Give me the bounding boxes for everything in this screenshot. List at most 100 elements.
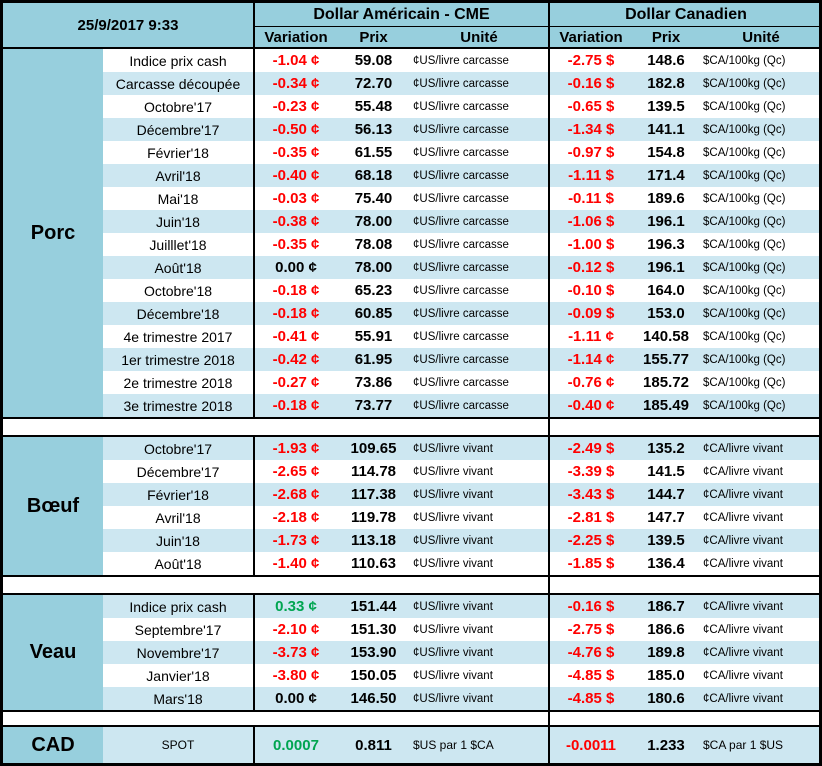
ca-unit: ¢CA/livre vivant <box>703 557 783 570</box>
table-row: Avril'18 -0.40 ¢ 68.18 ¢US/livre carcasse -1… <box>103 164 819 187</box>
ca-unit: $CA/100kg (Qc) <box>703 192 786 205</box>
us-variation: -0.34 ¢ <box>253 72 337 95</box>
table-row: 3e trimestre 2018 -0.18 ¢ 73.77 ¢US/livre c… <box>103 394 819 417</box>
row-label: Juin'18 <box>156 213 200 230</box>
table-row: Avril'18 -2.18 ¢ 119.78 ¢US/livre vivant -2.… <box>103 506 819 529</box>
row-label: Septembre'17 <box>134 621 222 638</box>
us-price: 78.08 <box>354 236 393 253</box>
ca-unit: ¢CA/livre vivant <box>703 600 783 613</box>
us-price: 151.30 <box>350 621 397 638</box>
us-price: 113.18 <box>350 532 397 549</box>
ca-price: 196.1 <box>647 213 685 230</box>
table-row: Juilllet'18 -0.35 ¢ 78.08 ¢US/livre carcass… <box>103 233 819 256</box>
header-col-ca-variation: Variation <box>548 27 632 47</box>
us-price: 109.65 <box>350 440 397 457</box>
ca-price: 185.0 <box>647 667 685 684</box>
table-row: Décembre'17 -0.50 ¢ 56.13 ¢US/livre carcass… <box>103 118 819 141</box>
table-row: Carcasse découpée -0.34 ¢ 72.70 ¢US/livre c… <box>103 72 819 95</box>
us-unit: ¢US/livre carcasse <box>413 123 509 136</box>
row-label: Octobre'17 <box>143 98 213 115</box>
row-label: Novembre'17 <box>136 644 220 661</box>
table-row: Novembre'17 -3.73 ¢ 153.90 ¢US/livre vivant… <box>103 641 819 664</box>
ca-variation: -2.75 $ <box>548 49 632 72</box>
us-variation: -1.04 ¢ <box>253 49 337 72</box>
ca-unit: $CA/100kg (Qc) <box>703 238 786 251</box>
ca-price: 164.0 <box>647 282 685 299</box>
ca-variation: -0.76 ¢ <box>548 371 632 394</box>
us-variation: 0.00 ¢ <box>253 687 337 710</box>
us-unit: ¢US/livre carcasse <box>413 330 509 343</box>
ca-price: 182.8 <box>647 75 685 92</box>
ca-variation: -0.97 $ <box>548 141 632 164</box>
us-price: 150.05 <box>350 667 397 684</box>
ca-price: 144.7 <box>647 486 685 503</box>
table-row: Mars'18 0.00 ¢ 146.50 ¢US/livre vivant -4.85… <box>103 687 819 710</box>
table-row: 4e trimestre 2017 -0.41 ¢ 55.91 ¢US/livre c… <box>103 325 819 348</box>
us-price: 75.40 <box>354 190 393 207</box>
row-label: Carcasse découpée <box>115 75 241 92</box>
ca-variation: -1.11 $ <box>548 164 632 187</box>
ca-price: 185.72 <box>643 374 689 391</box>
table-row: Décembre'18 -0.18 ¢ 60.85 ¢US/livre carcass… <box>103 302 819 325</box>
section-cad: CAD SPOT 0.0007 0.811 $US par 1 $CA -0.0011 1.… <box>3 727 819 763</box>
row-label: Janvier'18 <box>146 667 210 684</box>
section-rows-cad: SPOT 0.0007 0.811 $US par 1 $CA -0.0011 1.233… <box>103 727 819 763</box>
row-label: Mars'18 <box>153 690 203 707</box>
us-variation: -0.18 ¢ <box>253 302 337 325</box>
ca-unit: $CA/100kg (Qc) <box>703 307 786 320</box>
ca-price: 186.6 <box>647 621 685 638</box>
us-variation: -0.03 ¢ <box>253 187 337 210</box>
us-unit: ¢US/livre vivant <box>413 442 493 455</box>
header-col-ca-unite: Unité <box>700 27 819 47</box>
us-unit: ¢US/livre carcasse <box>413 284 509 297</box>
us-unit: ¢US/livre vivant <box>413 669 493 682</box>
us-price: 110.63 <box>350 555 397 572</box>
timestamp: 25/9/2017 9:33 <box>3 3 253 47</box>
us-variation: 0.0007 <box>253 727 337 763</box>
ca-variation: -0.09 $ <box>548 302 632 325</box>
us-variation: -0.27 ¢ <box>253 371 337 394</box>
row-label: Juilllet'18 <box>149 236 207 253</box>
section-veau: Veau Indice prix cash 0.33 ¢ 151.44 ¢US/livr… <box>3 595 819 710</box>
row-label: Octobre'17 <box>143 440 213 457</box>
section-boeuf: Bœuf Octobre'17 -1.93 ¢ 109.65 ¢US/livre viv… <box>3 437 819 575</box>
ca-variation: -1.85 $ <box>548 552 632 575</box>
ca-price: 141.5 <box>647 463 685 480</box>
us-unit: ¢US/livre vivant <box>413 623 493 636</box>
header-col-us-prix: Prix <box>337 27 410 47</box>
us-unit: ¢US/livre carcasse <box>413 376 509 389</box>
us-unit: ¢US/livre carcasse <box>413 261 509 274</box>
ca-price: 189.8 <box>647 644 685 661</box>
us-unit: ¢US/livre vivant <box>413 557 493 570</box>
section-separator <box>3 710 819 727</box>
ca-variation: -2.81 $ <box>548 506 632 529</box>
us-price: 151.44 <box>350 598 397 615</box>
header-col-ca-prix: Prix <box>632 27 700 47</box>
ca-variation: -0.40 ¢ <box>548 394 632 417</box>
us-variation: -2.18 ¢ <box>253 506 337 529</box>
row-label: Juin'18 <box>156 532 200 549</box>
ca-price: 154.8 <box>647 144 685 161</box>
ca-unit: ¢CA/livre vivant <box>703 646 783 659</box>
us-variation: -1.40 ¢ <box>253 552 337 575</box>
us-variation: -1.93 ¢ <box>253 437 337 460</box>
ca-variation: -1.34 $ <box>548 118 632 141</box>
ca-price: 140.58 <box>643 328 689 345</box>
us-unit: ¢US/livre carcasse <box>413 238 509 251</box>
us-unit: ¢US/livre vivant <box>413 465 493 478</box>
ca-unit: ¢CA/livre vivant <box>703 488 783 501</box>
ca-variation: -1.06 $ <box>548 210 632 233</box>
ca-variation: -1.11 ¢ <box>548 325 632 348</box>
us-unit: ¢US/livre carcasse <box>413 100 509 113</box>
row-label: Indice prix cash <box>129 52 227 69</box>
ca-variation: -1.14 ¢ <box>548 348 632 371</box>
us-unit: ¢US/livre carcasse <box>413 215 509 228</box>
ca-price: 135.2 <box>647 440 685 457</box>
us-price: 119.78 <box>350 509 397 526</box>
section-rows-boeuf: Octobre'17 -1.93 ¢ 109.65 ¢US/livre vivant -… <box>103 437 819 575</box>
us-unit: ¢US/livre carcasse <box>413 192 509 205</box>
us-unit: ¢US/livre carcasse <box>413 54 509 67</box>
row-label: Mai'18 <box>157 190 199 207</box>
us-price: 55.48 <box>354 98 393 115</box>
